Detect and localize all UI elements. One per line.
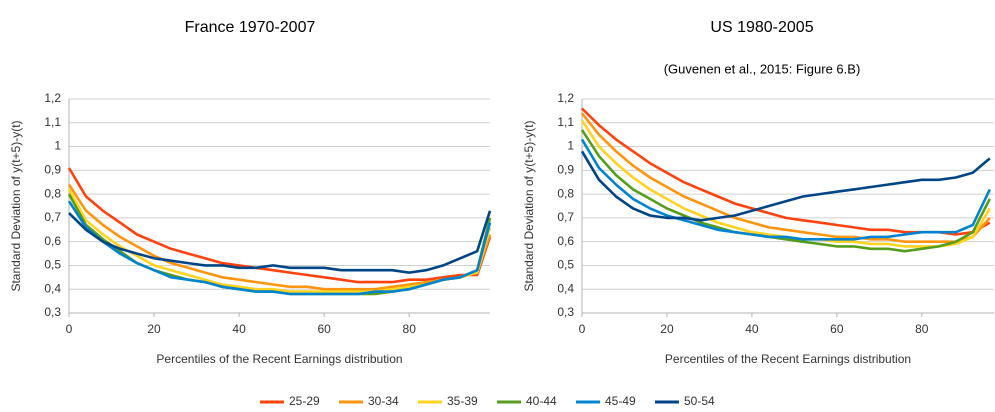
series-line: [580, 150, 991, 222]
y-tick-label: 0,5: [44, 258, 61, 272]
x-tick-label: 20: [147, 322, 161, 336]
y-tick-label: 1: [54, 139, 61, 153]
x-tick-label: 80: [915, 322, 929, 336]
x-tick-label: 0: [66, 322, 73, 336]
x-tick-label: 20: [660, 322, 674, 336]
series-line: [67, 188, 492, 293]
y-tick-label: 1,1: [557, 115, 574, 129]
series-line: [67, 200, 492, 296]
y-tick-label: 0,4: [44, 281, 61, 295]
y-tick-label: 0,7: [44, 210, 61, 224]
series-line: [580, 138, 991, 241]
x-tick-label: 0: [579, 322, 586, 336]
x-tick-label: 60: [830, 322, 844, 336]
series-line: [68, 210, 492, 274]
y-tick-label: 0,5: [557, 258, 574, 272]
chart-title: France 1970-2007: [185, 19, 316, 36]
y-tick-label: 0,9: [44, 163, 61, 177]
x-axis-label: Percentiles of the Recent Earnings distr…: [665, 352, 911, 366]
y-tick-label: 0,9: [557, 163, 574, 177]
x-tick-label: 60: [317, 322, 331, 336]
y-tick-label: 0,6: [44, 234, 61, 248]
x-axis-label: Percentiles of the Recent Earnings distr…: [156, 352, 402, 366]
legend-label: 45-49: [605, 394, 636, 408]
y-tick-label: 0,4: [557, 281, 574, 295]
series-line: [580, 129, 991, 253]
y-tick-label: 1,2: [44, 91, 61, 105]
series-line: [580, 112, 991, 243]
legend-label: 25-29: [289, 394, 320, 408]
y-tick-label: 0,3: [557, 305, 574, 319]
y-tick-label: 1,2: [557, 91, 574, 105]
legend-label: 35-39: [447, 394, 478, 408]
legend-label: 40-44: [526, 394, 557, 408]
legend-label: 50-54: [684, 394, 715, 408]
chart-title: US 1980-2005: [710, 19, 813, 36]
x-tick-label: 40: [232, 322, 246, 336]
y-tick-label: 0,8: [44, 186, 61, 200]
y-tick-label: 1,1: [44, 115, 61, 129]
chart-subtitle: (Guvenen et al., 2015: Figure 6.B): [664, 61, 861, 76]
x-tick-label: 80: [403, 322, 417, 336]
series-line: [67, 183, 492, 291]
legend-label: 30-34: [368, 394, 399, 408]
y-axis-label: Standard Deviation of y(t+5)-y(t): [522, 120, 536, 291]
y-tick-label: 1: [567, 139, 574, 153]
x-tick-label: 40: [745, 322, 759, 336]
y-tick-label: 0,6: [557, 234, 574, 248]
series-line: [580, 119, 991, 248]
y-tick-label: 0,3: [44, 305, 61, 319]
y-axis-label: Standard Deviation of y(t+5)-y(t): [9, 120, 23, 291]
y-tick-label: 0,8: [557, 186, 574, 200]
series-line: [67, 167, 492, 284]
y-tick-label: 0,7: [557, 210, 574, 224]
